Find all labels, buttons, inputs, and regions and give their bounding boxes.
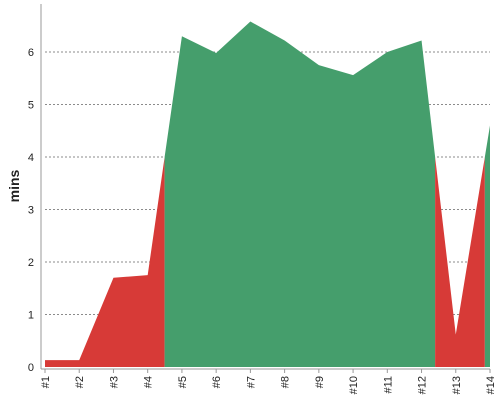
y-tick-label-5: 5 [28, 100, 34, 112]
y-axis-title: mins [6, 169, 22, 202]
x-tick-label-12: #12 [417, 376, 429, 394]
x-tick-label-9: #9 [314, 376, 326, 388]
y-tick-label-2: 2 [28, 257, 34, 269]
area-above-threshold-1 [164, 21, 436, 368]
area-above-threshold-3 [484, 125, 490, 367]
axes [40, 4, 490, 370]
x-tick-label-2: #2 [74, 376, 86, 388]
x-tick-label-5: #5 [177, 376, 189, 388]
x-tick-label-7: #7 [245, 376, 257, 388]
y-tick-label-6: 6 [28, 47, 34, 59]
x-tick-label-4: #4 [143, 376, 155, 388]
y-tick-label-3: 3 [28, 205, 34, 217]
y-tick-label-0: 0 [28, 362, 34, 374]
x-tick-labels: #1 #2 #3 #4 #5 #6 #7 #8 #9 #10 #11 #12 #13 #14 [40, 369, 497, 394]
x-tick-label-3: #3 [108, 376, 120, 388]
y-tick-labels: 0 1 2 3 4 5 6 [28, 47, 34, 374]
x-tick-label-8: #8 [280, 376, 292, 388]
x-tick-label-6: #6 [211, 376, 223, 388]
area-series [45, 21, 490, 368]
x-tick-label-11: #11 [382, 376, 394, 394]
x-tick-label-10: #10 [348, 376, 360, 394]
y-tick-label-1: 1 [28, 310, 34, 322]
x-tick-label-1: #1 [40, 376, 52, 388]
area-below-threshold-2 [435, 157, 485, 367]
area-below-threshold-0 [45, 157, 165, 367]
x-tick-label-13: #13 [451, 376, 463, 394]
x-tick-label-14: #14 [485, 376, 497, 394]
y-tick-label-4: 4 [28, 152, 34, 164]
